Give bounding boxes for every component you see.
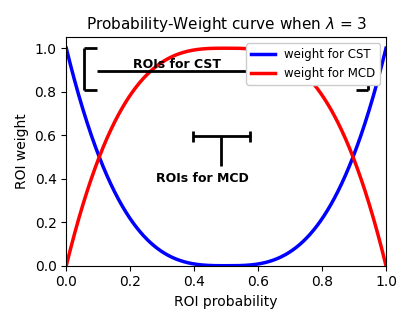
weight for CST — [284, 252, 289, 256]
weight for MCD — [314, 85, 318, 89]
Text: ROIs for CST: ROIs for CST — [133, 58, 221, 71]
weight for MCD — [193, 48, 198, 52]
weight for MCD — [205, 47, 210, 51]
Y-axis label: ROI weight: ROI weight — [15, 114, 29, 190]
Line: weight for CST: weight for CST — [66, 48, 386, 266]
weight for MCD — [96, 156, 101, 160]
Title: Probability-Weight curve when $\lambda$ = 3: Probability-Weight curve when $\lambda$ … — [86, 15, 367, 34]
weight for MCD — [319, 93, 324, 97]
weight for MCD — [223, 46, 228, 50]
weight for MCD — [64, 264, 69, 268]
Legend: weight for CST, weight for MCD: weight for CST, weight for MCD — [246, 43, 380, 85]
weight for CST — [384, 46, 389, 50]
weight for MCD — [284, 58, 289, 62]
Text: ROIs for MCD: ROIs for MCD — [156, 172, 248, 185]
weight for CST — [314, 225, 318, 229]
weight for CST — [193, 262, 198, 266]
Line: weight for MCD: weight for MCD — [66, 48, 386, 266]
weight for MCD — [384, 264, 389, 268]
weight for CST — [319, 217, 324, 221]
weight for CST — [96, 154, 101, 158]
X-axis label: ROI probability: ROI probability — [174, 295, 278, 309]
weight for CST — [64, 46, 69, 50]
weight for CST — [205, 263, 210, 267]
weight for CST — [223, 264, 228, 268]
